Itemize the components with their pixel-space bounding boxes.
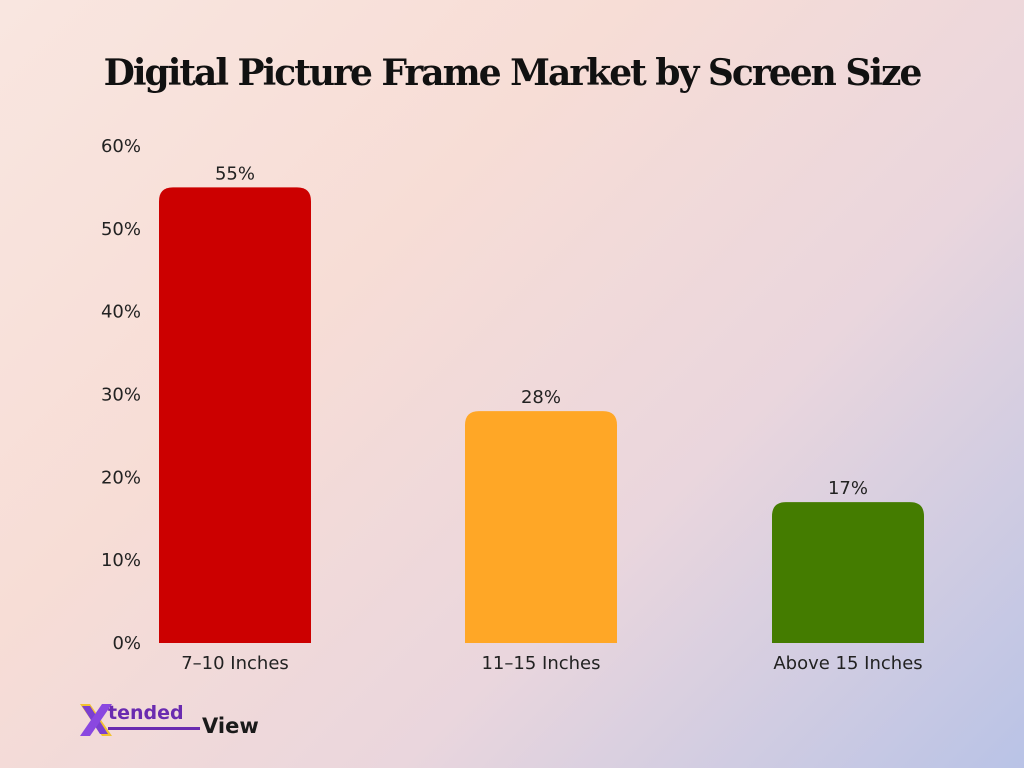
y-tick-label: 0% bbox=[112, 633, 141, 654]
y-tick-label: 50% bbox=[101, 219, 141, 240]
bar-value-label: 55% bbox=[215, 163, 255, 184]
y-tick-label: 40% bbox=[101, 302, 141, 323]
bar bbox=[465, 411, 617, 643]
bar-chart: 0% 10% 20% 30% 40% 50% 60% 55% 7–10 Inches 28% 11–… bbox=[101, 136, 924, 674]
logo-underline bbox=[108, 727, 200, 730]
y-tick-label: 10% bbox=[101, 550, 141, 571]
x-category-label: 11–15 Inches bbox=[481, 653, 600, 674]
bar bbox=[772, 502, 924, 643]
y-tick-label: 60% bbox=[101, 136, 141, 157]
y-tick-label: 20% bbox=[101, 467, 141, 488]
bar bbox=[159, 187, 311, 643]
brand-logo: tended View bbox=[78, 700, 278, 746]
chart-title: Digital Picture Frame Market by Screen S… bbox=[103, 52, 923, 94]
x-category-label: Above 15 Inches bbox=[773, 653, 922, 674]
bar-value-label: 17% bbox=[828, 478, 868, 499]
logo-x-icon bbox=[80, 704, 112, 736]
logo-text-tended: tended bbox=[108, 702, 184, 724]
x-category-label: 7–10 Inches bbox=[181, 653, 289, 674]
bar-value-label: 28% bbox=[521, 387, 561, 408]
logo-text-view: View bbox=[202, 714, 259, 738]
y-tick-label: 30% bbox=[101, 385, 141, 406]
